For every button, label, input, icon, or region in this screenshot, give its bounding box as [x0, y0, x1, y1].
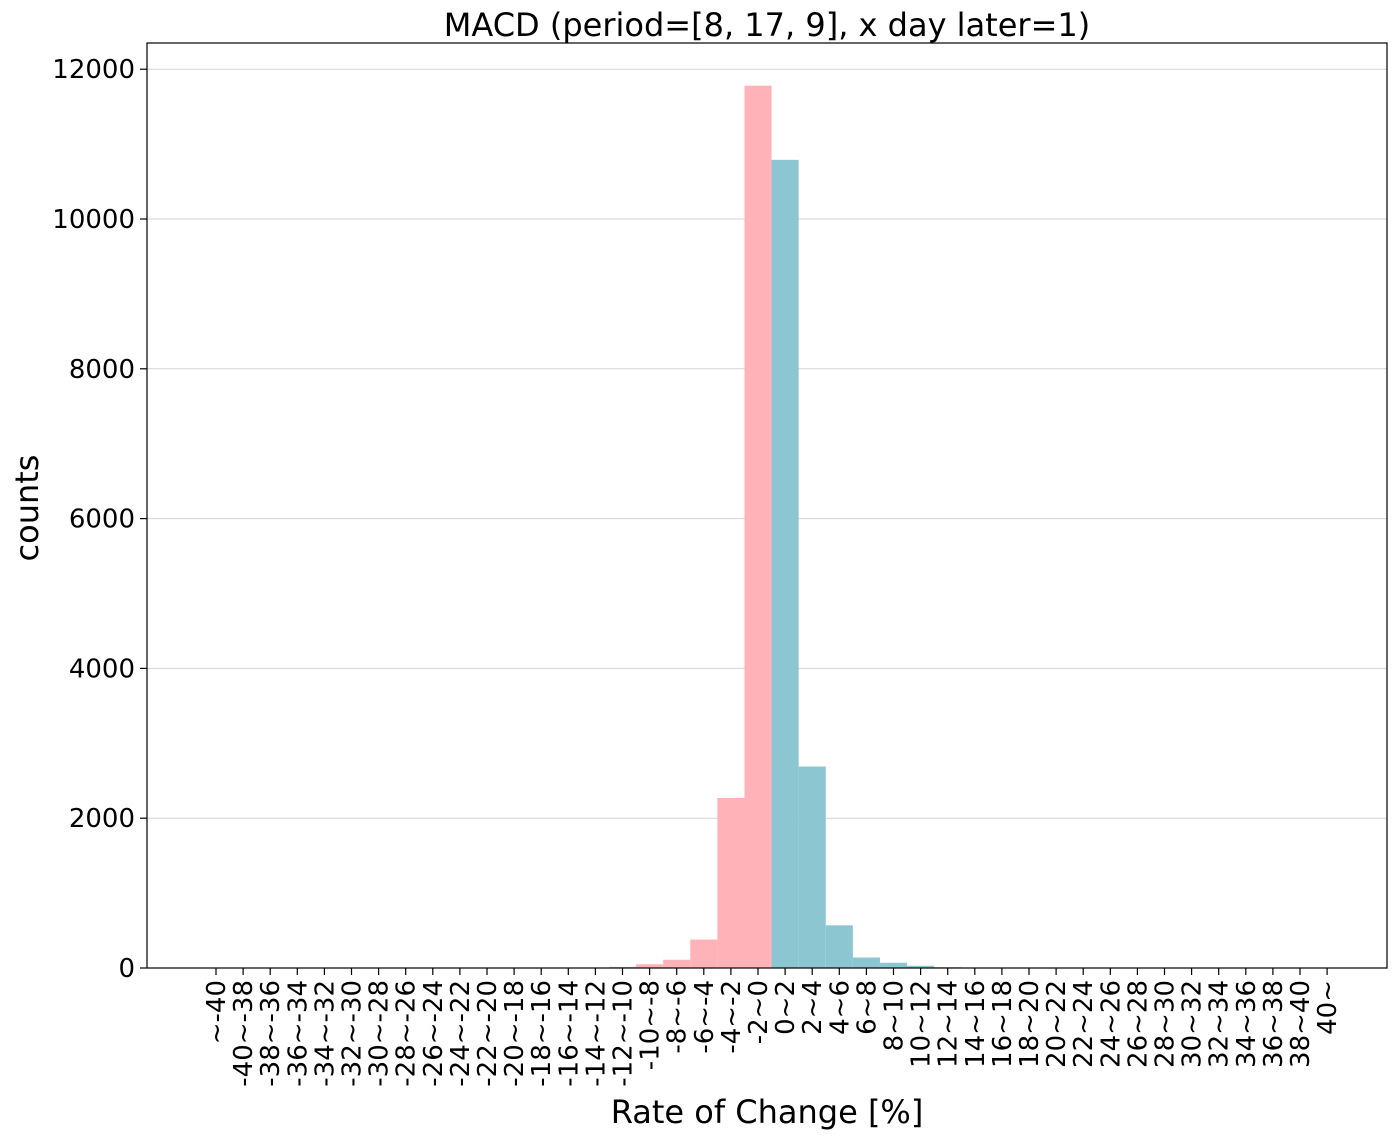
y-tick-label: 0	[118, 954, 135, 984]
y-tick-label: 6000	[69, 505, 135, 535]
plot-frame	[146, 42, 1388, 969]
bar-10~12	[907, 965, 935, 968]
x-tick-label: -34~-32	[310, 980, 340, 1087]
x-tick-label: 24~26	[1096, 980, 1126, 1068]
bars-layer	[202, 85, 1341, 968]
x-tick-label: 6~8	[852, 980, 882, 1035]
y-axis-label: counts	[8, 455, 46, 562]
bar--4~-2	[717, 797, 745, 968]
x-tick-label: -26~-24	[419, 980, 449, 1087]
y-tick-label: 4000	[69, 654, 135, 684]
x-tick-label: -32~-30	[338, 980, 368, 1087]
x-tick-label: -36~-34	[283, 980, 313, 1087]
y-tick-label: 8000	[69, 355, 135, 385]
x-axis: ~-40-40~-38-38~-36-36~-34-34~-32-32~-30-…	[202, 968, 1343, 1087]
x-tick-label: -2~0	[744, 980, 774, 1044]
x-tick-label: 34~36	[1232, 980, 1262, 1068]
x-tick-label: 8~10	[880, 980, 910, 1051]
y-axis: 0 2000 4000 6000 8000 10000 12000	[52, 55, 147, 984]
x-tick-label: 32~34	[1205, 980, 1235, 1068]
bar--8~-6	[663, 959, 691, 968]
x-tick-label: -28~-26	[392, 980, 422, 1087]
x-tick-label: 12~14	[934, 980, 964, 1068]
x-tick-label: -8~-6	[663, 980, 693, 1054]
x-tick-label: 0~2	[771, 980, 801, 1035]
x-tick-label: 22~24	[1069, 980, 1099, 1068]
x-tick-label: -4~-2	[717, 980, 747, 1054]
x-tick-label: 26~28	[1123, 980, 1153, 1068]
x-tick-label: -10~-8	[636, 980, 666, 1070]
chart-title: MACD (period=[8, 17, 9], x day later=1)	[444, 6, 1090, 44]
x-tick-label: 18~20	[1015, 980, 1045, 1068]
x-tick-label: -30~-28	[365, 980, 395, 1087]
x-tick-label: -14~-12	[581, 980, 611, 1087]
x-tick-label: 38~40	[1286, 980, 1316, 1068]
x-tick-label: 10~12	[907, 980, 937, 1068]
x-tick-label: 36~38	[1259, 980, 1289, 1068]
bar-8~10	[879, 962, 908, 968]
y-tick-label: 12000	[52, 55, 135, 85]
bar-4~6	[825, 925, 853, 968]
x-tick-label: -22~-20	[473, 980, 503, 1087]
x-tick-label: 30~32	[1178, 980, 1208, 1068]
y-tick-label: 2000	[69, 804, 135, 834]
x-tick-label: 20~22	[1042, 980, 1072, 1068]
x-tick-label: 14~16	[961, 980, 991, 1068]
x-tick-label: ~-40	[202, 980, 232, 1044]
x-tick-label: 28~30	[1151, 980, 1181, 1068]
x-tick-label: -12~-10	[609, 980, 639, 1087]
x-tick-label: -20~-18	[500, 980, 530, 1087]
bar--6~-4	[690, 939, 718, 968]
bar-2~4	[798, 766, 826, 968]
x-tick-label: -24~-22	[446, 980, 476, 1087]
x-axis-label: Rate of Change [%]	[611, 1093, 924, 1131]
x-tick-label: 16~18	[988, 980, 1018, 1068]
x-tick-label: 4~6	[825, 980, 855, 1035]
x-tick-label: -18~-16	[527, 980, 557, 1087]
bar--2~0	[744, 85, 772, 968]
bar-0~2	[771, 159, 799, 968]
bar--10~-8	[636, 964, 664, 968]
x-tick-label: -16~-14	[554, 980, 584, 1087]
y-tick-label: 10000	[52, 205, 135, 235]
x-tick-label: -40~-38	[229, 980, 259, 1087]
x-tick-label: 40~	[1313, 980, 1343, 1035]
bar-6~8	[852, 957, 880, 968]
x-tick-label: 2~4	[798, 980, 828, 1035]
x-tick-label: -6~-4	[690, 980, 720, 1054]
x-tick-label: -38~-36	[256, 980, 286, 1087]
